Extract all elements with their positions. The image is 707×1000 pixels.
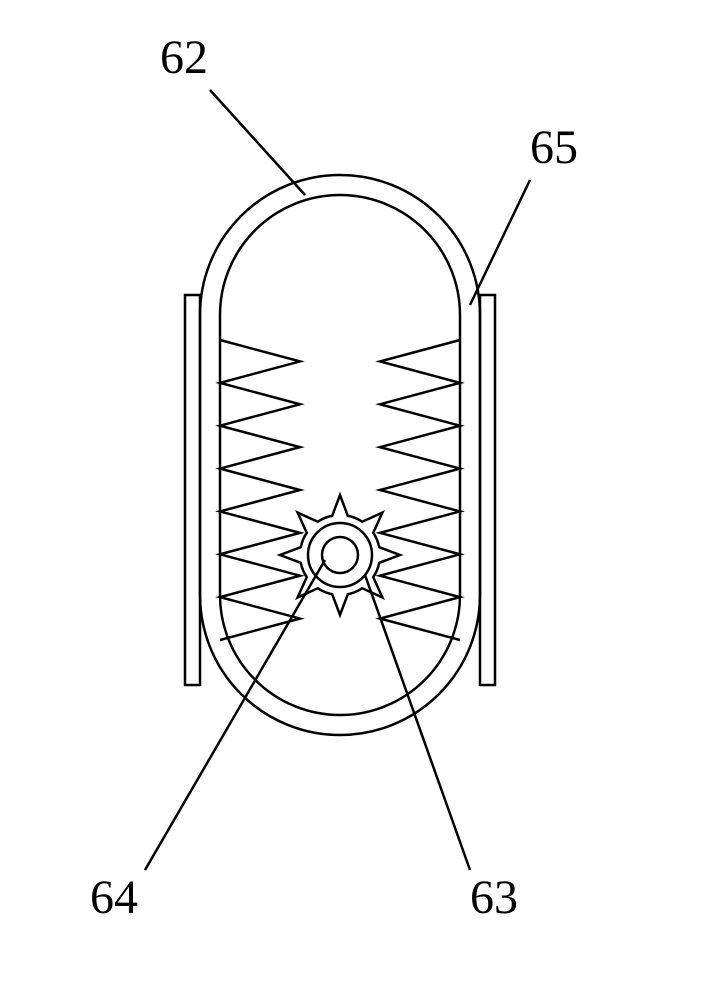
gear-hub-inner bbox=[322, 537, 358, 573]
capsule-outer bbox=[200, 175, 480, 735]
leader-line-64 bbox=[145, 560, 325, 870]
gear-teeth bbox=[280, 495, 400, 615]
rack-right bbox=[380, 340, 460, 640]
leader-line-63 bbox=[365, 575, 470, 870]
leader-line-62 bbox=[210, 90, 305, 195]
capsule-inner bbox=[220, 195, 460, 715]
side-plate-left bbox=[185, 295, 200, 685]
side-plate-right bbox=[480, 295, 495, 685]
label-63: 63 bbox=[470, 870, 518, 925]
leader-line-65 bbox=[470, 180, 530, 305]
label-64: 64 bbox=[90, 870, 138, 925]
label-65: 65 bbox=[530, 120, 578, 175]
rack-left bbox=[220, 340, 300, 640]
label-62: 62 bbox=[160, 30, 208, 85]
gear-hub-outer bbox=[308, 523, 372, 587]
diagram-svg bbox=[0, 0, 707, 1000]
